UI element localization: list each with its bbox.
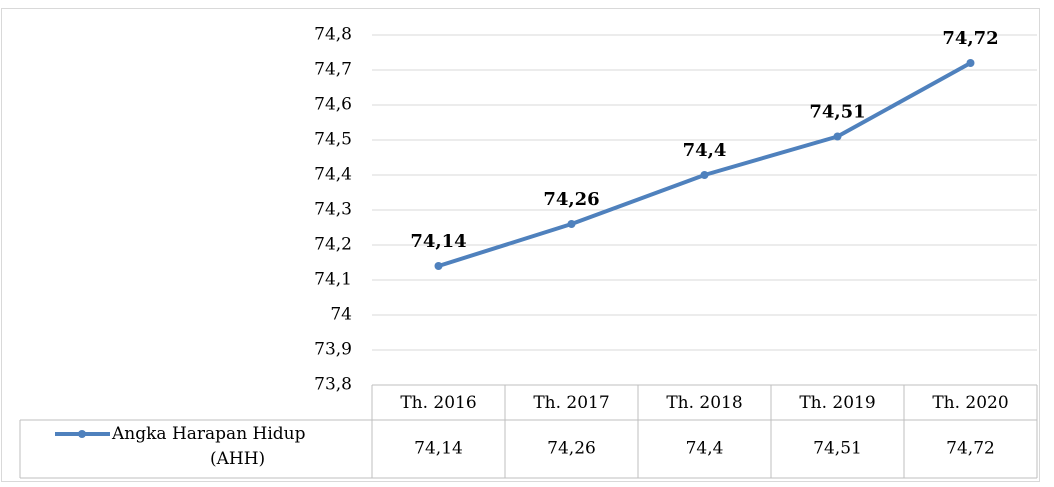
x-tick-label: Th. 2018	[666, 393, 742, 413]
table-cell: 74,14	[414, 439, 463, 459]
marker	[700, 171, 709, 179]
data-label: 74,26	[543, 189, 599, 210]
x-tick-label: Th. 2017	[533, 393, 609, 413]
marker	[434, 262, 443, 270]
legend-text: (AHH)	[210, 449, 265, 469]
table-cell: 74,72	[946, 439, 995, 459]
table-cell: 74,51	[813, 439, 862, 459]
legend-marker	[78, 430, 86, 438]
data-label: 74,14	[410, 231, 466, 252]
x-tick-label: Th. 2019	[799, 393, 875, 413]
y-tick-label: 73,8	[314, 375, 352, 395]
y-tick-label: 74,3	[314, 200, 352, 220]
marker	[833, 132, 842, 141]
data-label: 74,4	[683, 140, 727, 161]
table-cell: 74,4	[686, 439, 724, 459]
chart-frame	[1, 8, 1040, 482]
marker	[966, 59, 975, 67]
y-tick-label: 73,9	[314, 340, 352, 360]
x-tick-label: Th. 2016	[400, 393, 476, 413]
y-tick-label: 74,4	[314, 165, 352, 185]
y-tick-label: 74,1	[314, 270, 352, 290]
y-tick-label: 74	[330, 305, 352, 325]
table-cell: 74,26	[547, 439, 596, 459]
legend-label: Angka Harapan Hidup (AHH)	[111, 424, 306, 469]
data-label: 74,51	[809, 102, 865, 123]
data-label: 74,72	[942, 28, 998, 49]
y-tick-label: 74,6	[314, 95, 352, 115]
line	[437, 61, 972, 268]
legend-text: Angka Harapan Hidup	[111, 424, 306, 444]
x-tick-label: Th. 2020	[932, 393, 1008, 413]
y-tick-label: 74,2	[314, 235, 352, 255]
y-tick-label: 74,5	[314, 130, 352, 150]
y-tick-label: 74,8	[314, 25, 352, 45]
marker	[567, 220, 576, 228]
y-tick-label: 74,7	[314, 60, 352, 80]
